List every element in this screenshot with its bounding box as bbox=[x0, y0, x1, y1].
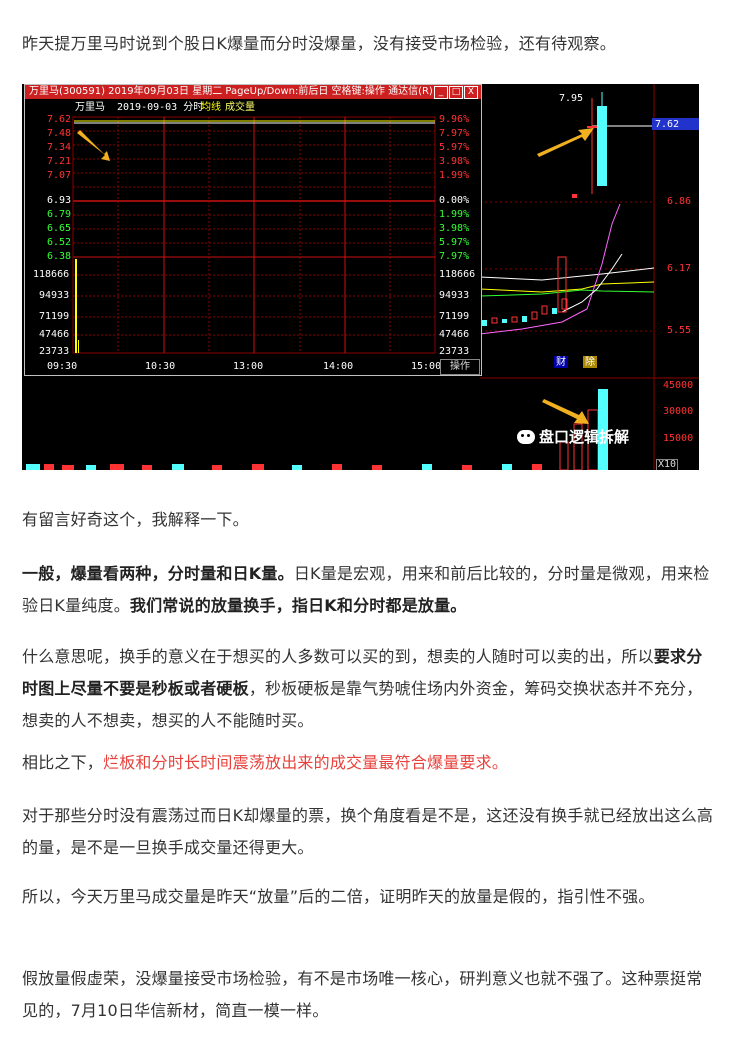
bottom-volume-strip bbox=[26, 464, 542, 470]
volume-tick-right: 23733 bbox=[439, 346, 470, 357]
daily-price-tick: 6.17 bbox=[667, 263, 692, 274]
arrow-daily-volume bbox=[542, 399, 589, 424]
popup-title-text: 万里马(300591) 2019年09月03日 星期二 PageUp/Down:… bbox=[29, 86, 433, 97]
marker-finance: 财 bbox=[556, 357, 566, 368]
body-text: 日K量是宏观，用来和前后比较的，分时量是微观，用来检验日K量纯度。 bbox=[22, 564, 710, 615]
paragraph-final: 假放量假虚荣，没爆量接受市场检验，有不是市场唯一核心，研判意义也就不强了。这种票… bbox=[22, 963, 716, 1027]
paragraph-two-kinds: 一般，爆量看两种，分时量和日K量。日K量是宏观，用来和前后比较的，分时量是微观，… bbox=[22, 558, 716, 622]
pct-tick: 7.97% bbox=[439, 251, 470, 262]
volume-tick: 23733 bbox=[39, 346, 70, 357]
highlight-text: 烂板和分时长时间震荡放出来的成交量最符合爆量要求。 bbox=[103, 753, 509, 772]
pct-tick: 0.00% bbox=[439, 195, 470, 206]
paragraph-no-oscillation: 对于那些分时没有震荡过而日K却爆量的票，换个角度看是不是，这还没有换手就已经放出… bbox=[22, 800, 716, 864]
popup-date: 2019-09-03 分时 bbox=[117, 102, 204, 113]
body-text: ，秒板硬板是靠气势唬住场内外资金，筹码交换状态并不充分，想卖的人不想卖，想买的人… bbox=[22, 679, 703, 730]
price-tick: 6.65 bbox=[47, 223, 72, 234]
volume-tick: 71199 bbox=[39, 311, 70, 322]
popup-stock-name: 万里马 bbox=[75, 102, 105, 113]
paragraph-intro-text: 昨天提万里马时说到个股日K爆量而分时没爆量，没有接受市场检验，还有待观察。 bbox=[22, 34, 616, 53]
popup-vol-label: 成交量 bbox=[225, 102, 255, 113]
pct-tick: 9.96% bbox=[439, 114, 470, 125]
pct-tick: 3.98% bbox=[439, 156, 470, 167]
daily-current-price: 7.62 bbox=[655, 119, 680, 130]
price-tick: 6.93 bbox=[47, 195, 72, 206]
time-tick: 10:30 bbox=[145, 361, 176, 372]
paragraph-conclusion: 所以，今天万里马成交量是昨天“放量”后的二倍，证明昨天的放量是假的，指引性不强。 bbox=[22, 881, 716, 913]
daily-price-tick: 6.86 bbox=[667, 196, 692, 207]
body-text: 所以，今天万里马成交量是昨天“放量”后的二倍，证明昨天的放量是假的，指引性不强。 bbox=[22, 887, 655, 906]
volume-tick: 118666 bbox=[33, 269, 70, 280]
daily-vol-tick: 45000 bbox=[663, 380, 694, 391]
paragraph-comparison: 相比之下，烂板和分时长时间震荡放出来的成交量最符合爆量要求。 bbox=[22, 747, 716, 779]
price-tick: 7.62 bbox=[47, 114, 72, 125]
price-tick: 6.52 bbox=[47, 237, 72, 248]
pct-tick: 7.97% bbox=[439, 128, 470, 139]
paragraph-intro: 昨天提万里马时说到个股日K爆量而分时没爆量，没有接受市场检验，还有待观察。 bbox=[22, 28, 716, 60]
daily-price-tick: 5.55 bbox=[667, 325, 692, 336]
price-tick: 7.34 bbox=[47, 142, 72, 153]
watermark: 盘口逻辑拆解 bbox=[517, 428, 629, 446]
pct-tick: 1.99% bbox=[439, 170, 470, 181]
time-tick: 15:00 bbox=[411, 361, 442, 372]
arrow-daily-candle bbox=[537, 128, 594, 157]
volume-tick-right: 94933 bbox=[439, 290, 470, 301]
price-tick: 7.48 bbox=[47, 128, 72, 139]
paragraph-explain-text: 有留言好奇这个，我解释一下。 bbox=[22, 510, 249, 529]
daily-vol-tick: 30000 bbox=[663, 406, 694, 417]
popup-titlebar: 万里马(300591) 2019年09月03日 星期二 PageUp/Down:… bbox=[25, 85, 481, 99]
bold-text: 一般，爆量看两种，分时量和日K量。 bbox=[22, 564, 294, 583]
body-text: 对于那些分时没有震荡过而日K却爆量的票，换个角度看是不是，这还没有换手就已经放出… bbox=[22, 806, 714, 857]
volume-tick-right: 71199 bbox=[439, 311, 470, 322]
volume-tick-right: 118666 bbox=[439, 269, 476, 280]
paragraph-explain: 有留言好奇这个，我解释一下。 bbox=[22, 504, 716, 536]
close-button[interactable]: X bbox=[464, 86, 478, 99]
intraday-grid bbox=[72, 116, 436, 354]
popup-avg-label: 均线 bbox=[201, 102, 221, 113]
price-tick: 6.38 bbox=[47, 251, 72, 262]
time-tick: 13:00 bbox=[233, 361, 264, 372]
price-tick: 7.07 bbox=[47, 170, 72, 181]
pct-tick: 5.97% bbox=[439, 142, 470, 153]
bold-text: 要求分时图上尽量不要是秒板或者硬板 bbox=[22, 647, 703, 698]
body-text: 什么意思呢，换手的意义在于想买的人多数可以买的到，想卖的人随时可以卖的出，所以 bbox=[22, 647, 654, 666]
minimize-button[interactable]: _ bbox=[434, 86, 448, 99]
daily-vol-unit: X10 bbox=[656, 459, 679, 470]
price-tick: 6.79 bbox=[47, 209, 72, 220]
intraday-popup-window: 万里马(300591) 2019年09月03日 星期二 PageUp/Down:… bbox=[24, 84, 482, 376]
operation-button[interactable]: 操作 bbox=[440, 359, 480, 375]
maximize-button[interactable]: □ bbox=[449, 86, 463, 99]
price-tick: 7.21 bbox=[47, 156, 72, 167]
paragraph-meaning: 什么意思呢，换手的意义在于想买的人多数可以买的到，想卖的人随时可以卖的出，所以要… bbox=[22, 641, 716, 737]
daily-high-label: 7.95 bbox=[559, 93, 584, 104]
volume-tick: 47466 bbox=[39, 329, 70, 340]
body-text: 相比之下， bbox=[22, 753, 104, 772]
marker-ex-dividend: 除 bbox=[585, 357, 595, 368]
volume-tick-right: 47466 bbox=[439, 329, 470, 340]
wechat-icon bbox=[517, 430, 535, 444]
time-tick: 14:00 bbox=[323, 361, 354, 372]
body-text: 假放量假虚荣，没爆量接受市场检验，有不是市场唯一核心，研判意义也就不强了。这种票… bbox=[22, 969, 703, 1020]
pct-tick: 1.99% bbox=[439, 209, 470, 220]
bold-text: 我们常说的放量换手，指日K和分时都是放量。 bbox=[129, 596, 467, 615]
chart-graphics bbox=[26, 84, 699, 470]
watermark-text: 盘口逻辑拆解 bbox=[539, 428, 630, 446]
volume-tick: 94933 bbox=[39, 290, 70, 301]
pct-tick: 3.98% bbox=[439, 223, 470, 234]
pct-tick: 5.97% bbox=[439, 237, 470, 248]
stock-chart-screenshot: 7.95 7.62 6.86 6.17 5.55 45000 30000 150… bbox=[22, 84, 699, 470]
daily-vol-tick: 15000 bbox=[663, 433, 694, 444]
time-tick: 09:30 bbox=[47, 361, 78, 372]
